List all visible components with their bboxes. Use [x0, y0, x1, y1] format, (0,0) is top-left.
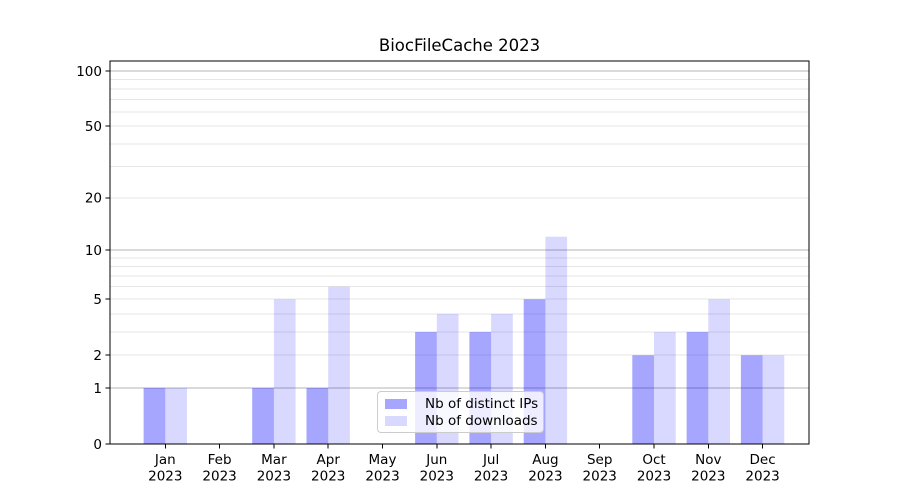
legend: Nb of distinct IPs Nb of downloads: [377, 391, 544, 433]
x-tick-label-month-aug: Aug: [532, 452, 558, 468]
bar-downloads-mar: [273, 299, 296, 444]
bar-ips-mar: [252, 387, 274, 444]
y-tick-label-5: 5: [93, 292, 102, 308]
bar-downloads-aug: [545, 236, 568, 444]
x-tick-label-year-jun: 2023: [420, 469, 454, 485]
legend-item-downloads: Nb of downloads: [385, 412, 538, 429]
legend-label-distinct-ips: Nb of distinct IPs: [425, 395, 539, 412]
x-tick-label-month-mar: Mar: [261, 452, 287, 468]
x-tick-label-year-jul: 2023: [474, 469, 508, 485]
bar-downloads-apr: [328, 286, 350, 444]
y-tick-label-50: 50: [85, 119, 102, 135]
bar-ips-dec: [740, 355, 763, 444]
x-tick-label-month-may: May: [369, 452, 397, 468]
x-tick-label-year-nov: 2023: [691, 469, 725, 485]
bar-downloads-jan: [165, 387, 187, 444]
x-tick-label-month-sep: Sep: [587, 452, 612, 468]
y-tick-label-2: 2: [93, 348, 102, 364]
chart-title: BiocFileCache 2023: [378, 36, 541, 55]
y-tick-label-0: 0: [93, 437, 102, 453]
legend-item-distinct-ips: Nb of distinct IPs: [385, 395, 539, 412]
x-tick-label-month-apr: Apr: [317, 452, 341, 468]
x-tick-label-year-feb: 2023: [202, 469, 236, 485]
x-tick-label-year-apr: 2023: [311, 469, 345, 485]
bar-ips-jan: [143, 387, 166, 444]
bar-downloads-dec: [762, 355, 785, 444]
y-tick-label-100: 100: [76, 64, 102, 80]
x-tick-label-year-aug: 2023: [528, 469, 562, 485]
x-tick-label-month-jul: Jul: [482, 452, 499, 468]
x-tick-label-year-may: 2023: [365, 469, 399, 485]
bar-ips-apr: [306, 387, 329, 444]
x-tick-label-year-sep: 2023: [583, 469, 617, 485]
x-tick-label-month-nov: Nov: [695, 452, 721, 468]
legend-swatch-downloads: [385, 415, 407, 426]
bar-downloads-nov: [708, 299, 730, 444]
plot-frame: [109, 60, 810, 445]
y-tick-label-1: 1: [93, 381, 102, 397]
x-tick-label-month-jan: Jan: [154, 452, 176, 468]
y-tick-label-10: 10: [85, 243, 102, 259]
x-tick-label-month-jun: Jun: [425, 452, 447, 468]
y-tick-label-20: 20: [85, 191, 102, 207]
bar-downloads-oct: [654, 331, 676, 444]
bar-ips-oct: [632, 355, 654, 444]
x-tick-label-year-jan: 2023: [148, 469, 182, 485]
x-tick-label-year-dec: 2023: [745, 469, 779, 485]
x-tick-label-month-dec: Dec: [750, 452, 776, 468]
legend-label-downloads: Nb of downloads: [425, 412, 538, 429]
x-tick-label-year-mar: 2023: [257, 469, 291, 485]
bar-ips-nov: [686, 331, 709, 444]
x-tick-label-year-oct: 2023: [637, 469, 671, 485]
legend-swatch-distinct-ips: [385, 398, 407, 409]
x-tick-label-month-feb: Feb: [208, 452, 232, 468]
x-tick-label-month-oct: Oct: [642, 452, 665, 468]
